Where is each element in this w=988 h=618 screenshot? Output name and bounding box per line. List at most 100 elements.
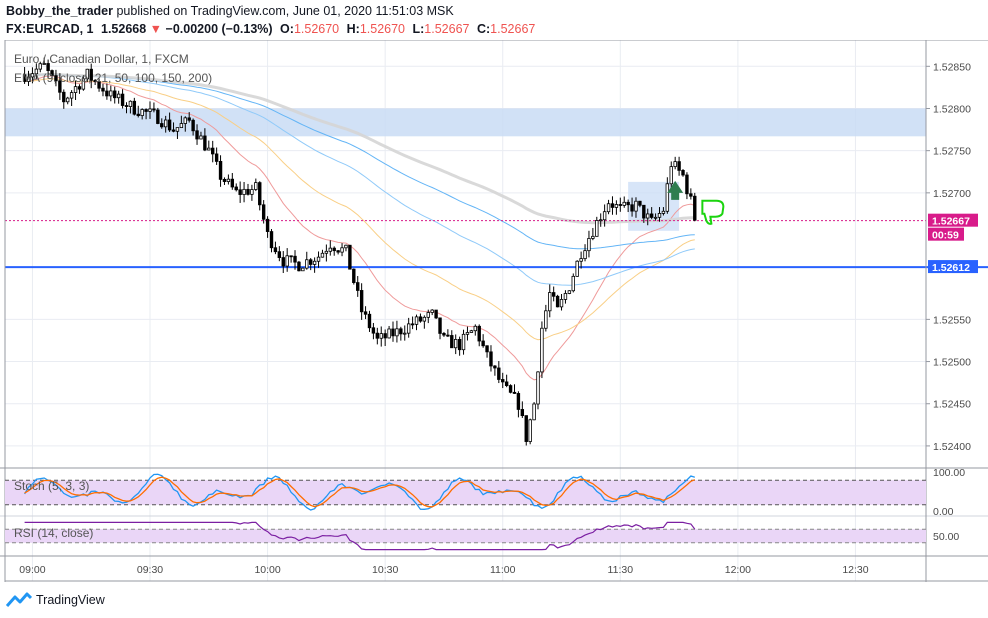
candle-body [395,328,399,337]
candle-body [258,182,262,206]
candle-body [316,256,321,262]
price-tick-label: 1.52550 [933,314,971,326]
footer-brand[interactable]: TradingView [36,593,105,607]
price-tick-label: 1.52500 [933,357,971,369]
candle-body [234,186,238,191]
candle-body [359,290,364,313]
author-name[interactable]: Bobby_the_trader [6,4,113,18]
candle-body [665,183,670,212]
rsi-line [24,521,696,551]
candle-body [508,385,513,393]
candle-body [493,365,497,369]
candle-body [571,275,575,292]
candle-body [363,311,368,315]
candle-body [308,259,313,265]
current-price-tag-text: 1.52667 [932,216,970,228]
candle-body [403,332,407,335]
candle-body [367,313,372,329]
candle-body [336,250,340,253]
thumbs-down-outline [701,199,725,225]
time-axis[interactable]: 09:00 09:30 10:00 10:30 11:00 11:30 12:00 12:30 [19,564,868,576]
candle-body [269,231,274,249]
candle-body [171,129,176,132]
candle-body [348,244,352,270]
candle-body [414,316,419,325]
candle-body [113,90,117,99]
candle-body [175,127,180,132]
rsi-band [5,529,926,543]
candle-body [148,108,152,112]
candle-body [199,135,203,140]
time-tick-label: 11:00 [490,564,516,576]
candle-body [128,100,133,107]
candle-body [614,204,619,208]
candle-body [536,371,540,405]
rsi-legend[interactable]: RSI (14, close) [14,526,93,540]
candle-body [457,339,462,351]
low-value: 1.52667 [424,22,470,36]
candle-body [136,113,140,116]
candle-body [340,247,344,253]
time-tick-label: 10:00 [254,564,280,576]
candle-body [442,333,446,336]
candle-body [638,200,642,206]
stoch-d-line [24,476,696,508]
candle-body [642,204,646,219]
candle-body [242,188,246,195]
ema-legend[interactable]: EMA (9, close, 21, 50, 100, 150, 200) [14,71,212,85]
candle-body [265,218,270,232]
candle-body [630,204,634,212]
footer: TradingView [6,592,105,608]
candle-body [430,309,434,313]
candle-body [653,216,658,219]
candle-body [434,309,438,319]
stoch-legend[interactable]: Stoch (5, 3, 3) [14,479,89,493]
candle-body [46,63,50,71]
time-tick-label: 10:30 [372,564,398,576]
chart-canvas[interactable]: Euro / Canadian Dollar, 1, FXCM EMA (9, … [0,40,988,582]
time-tick-label: 12:00 [725,564,751,576]
price-axis[interactable]: 1.52850 1.52800 1.52750 1.52700 1.52550 1.525… [926,61,971,453]
candle-body [50,70,54,77]
candle-body [579,258,583,262]
candle-body [69,92,74,99]
candle-body [34,68,39,75]
candle-body [312,260,317,265]
last-price: 1.52668 [101,22,147,36]
candle-body [160,123,164,128]
candle-body [501,379,505,383]
candle-body [30,73,35,78]
candle-body [446,334,450,337]
candle-body [677,161,681,171]
candle-body [410,323,415,326]
candle-body [116,93,121,99]
candle-body [85,68,90,80]
candle-body [489,351,493,367]
candle-body [559,299,564,308]
candle-body [567,290,572,294]
candle-body [669,166,673,185]
candle-body [230,178,235,188]
candle-body [144,109,148,112]
ema-100-line [24,73,695,286]
candle-body [477,325,481,342]
arrow-up-icon[interactable] [667,180,684,200]
candle-body [610,203,615,208]
candle-body [375,332,380,339]
candle-body [281,257,285,267]
candle-body [203,135,207,151]
candle-body [548,292,552,312]
candle-body [187,117,191,121]
candles [22,57,697,446]
candle-body [575,260,579,277]
oscillator-tick-label: 0.00 [933,506,954,518]
stoch-band [5,480,926,505]
candle-body [693,195,697,221]
tradingview-logo-icon[interactable] [6,592,32,608]
thumbs-down-icon[interactable] [701,199,725,225]
price-change: −0.00200 (−0.13%) [165,22,273,36]
candle-body [207,147,211,151]
candle-body [277,251,282,258]
candle-body [685,174,689,195]
low-label: L: [412,22,425,36]
